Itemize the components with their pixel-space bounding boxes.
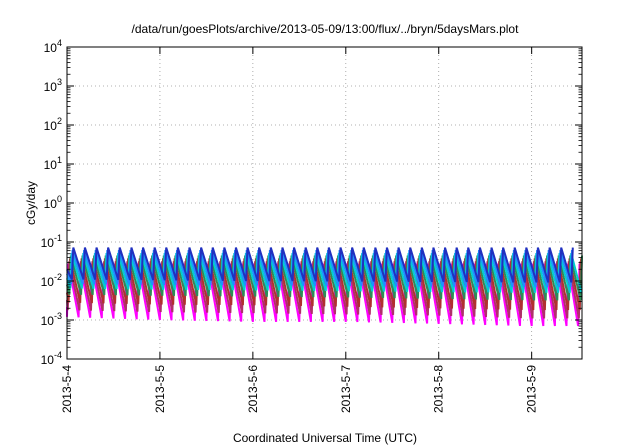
y-tick-label: 10-3	[41, 311, 62, 328]
series-line-2	[66, 261, 582, 319]
x-axis-title: Coordinated Universal Time (UTC)	[233, 431, 417, 445]
x-tick-label: 2013-5-7	[339, 365, 353, 413]
y-tick-label: 101	[44, 155, 62, 172]
plot-frame	[66, 46, 583, 360]
y-tick-label: 104	[44, 38, 62, 55]
series-line-4	[66, 255, 583, 301]
y-axis-title: cGy/day	[24, 181, 38, 225]
x-tick-labels: 2013-5-4 2013-5-5 2013-5-6 2013-5-7 2013-5-8…	[60, 365, 539, 413]
chart-title: /data/run/goesPlots/archive/2013-05-09/1…	[132, 22, 520, 36]
y-tick-label: 10-4	[41, 350, 62, 367]
x-tick-label: 2013-5-9	[525, 365, 539, 413]
series-lines	[66, 247, 583, 327]
series-line-3	[66, 258, 583, 311]
y-tick-label: 10-2	[41, 272, 62, 289]
x-tick-label: 2013-5-5	[153, 365, 167, 413]
x-tick-label: 2013-5-4	[60, 365, 74, 413]
y-tick-label: 102	[44, 116, 62, 133]
series-line-7	[66, 247, 574, 283]
y-tick-label: 103	[44, 77, 62, 94]
series-line-1	[66, 263, 581, 327]
y-tick-label: 10-1	[41, 233, 62, 250]
x-tick-label: 2013-5-8	[432, 365, 446, 413]
x-tick-label: 2013-5-6	[246, 365, 260, 413]
y-tick-label: 100	[44, 194, 62, 211]
y-tick-labels: 10-4 10-3 10-2 10-1 100 101 102 103 104	[41, 38, 62, 367]
